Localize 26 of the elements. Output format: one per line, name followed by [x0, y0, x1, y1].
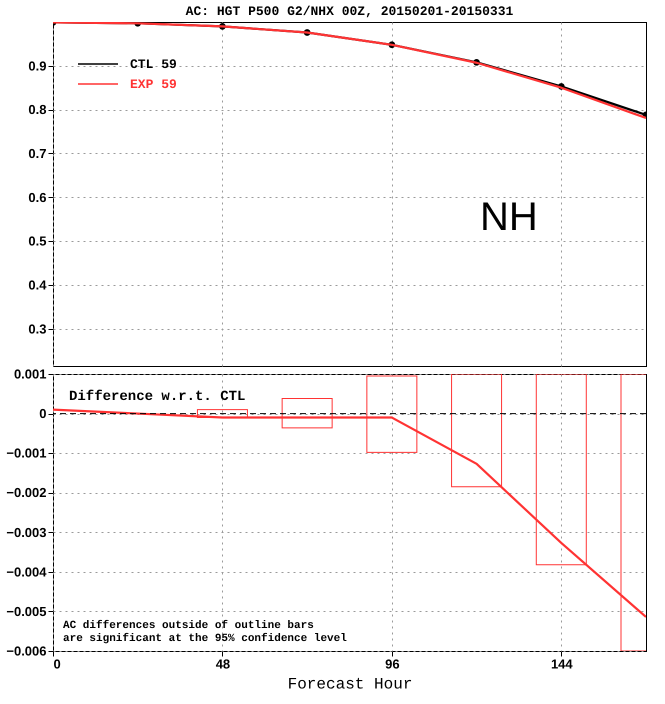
x-tick-label: 48: [216, 656, 230, 672]
annotation: AC differences outside of outline bars are significant at the 95% confidence level: [63, 619, 348, 645]
y-tick-label: 0.5: [28, 234, 46, 249]
legend-label: EXP 59: [130, 77, 178, 92]
x-axis-title: Forecast Hour: [288, 676, 412, 694]
legend-label: CTL 59: [130, 57, 178, 72]
y-tick-label: 0.9: [28, 58, 46, 74]
y-tick-label: −0.006: [6, 644, 46, 658]
x-tick-label: 96: [385, 656, 400, 672]
x-tick-label: 0: [54, 656, 61, 672]
y-tick-label: −0.003: [6, 524, 46, 540]
x-tick-label: 144: [550, 656, 574, 672]
y-tick-label: 0: [39, 406, 46, 422]
y-tick-label: 0.7: [28, 146, 46, 161]
y-tick-label: 0.3: [28, 321, 46, 336]
y-tick-label: −0.004: [6, 564, 48, 580]
y-tick-label: 0.8: [28, 102, 46, 118]
y-tick-label: −0.005: [6, 604, 46, 619]
y-tick-label: −0.002: [6, 485, 46, 500]
y-tick-label: −0.001: [6, 446, 46, 461]
annotation: Difference w.r.t. CTL: [69, 389, 246, 405]
chart-title: AC: HGT P500 G2/NHX 00Z, 20150201-20150331: [186, 4, 514, 19]
y-tick-label: 0.6: [28, 190, 46, 205]
annotation: NH: [480, 195, 538, 240]
y-tick-label: 0.001: [14, 366, 46, 382]
y-tick-label: 0.4: [28, 277, 48, 292]
